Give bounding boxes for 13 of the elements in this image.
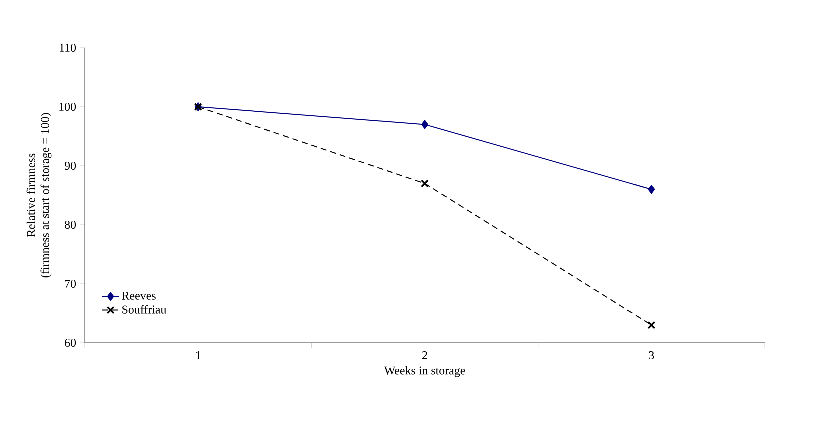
y-tick-label: 100 (60, 102, 76, 112)
x-tick-label: 3 (649, 351, 654, 360)
y-tick-label: 110 (60, 44, 76, 52)
y-axis-title: Relative firmness (firmness at start of storage = 100) (26, 113, 52, 278)
x-tick-label: 1 (196, 352, 201, 360)
legend-label: Reeves (122, 292, 156, 300)
x-axis-title: Weeks in storage (384, 366, 466, 378)
y-tick-label: 80 (64, 220, 76, 230)
x-tick-label: 2 (422, 351, 428, 360)
y-tick-label: 60 (65, 338, 76, 348)
y-tick-label: 70 (65, 280, 76, 288)
y-tick-label: 90 (64, 162, 76, 170)
legend-label: Souffriau (122, 305, 167, 314)
